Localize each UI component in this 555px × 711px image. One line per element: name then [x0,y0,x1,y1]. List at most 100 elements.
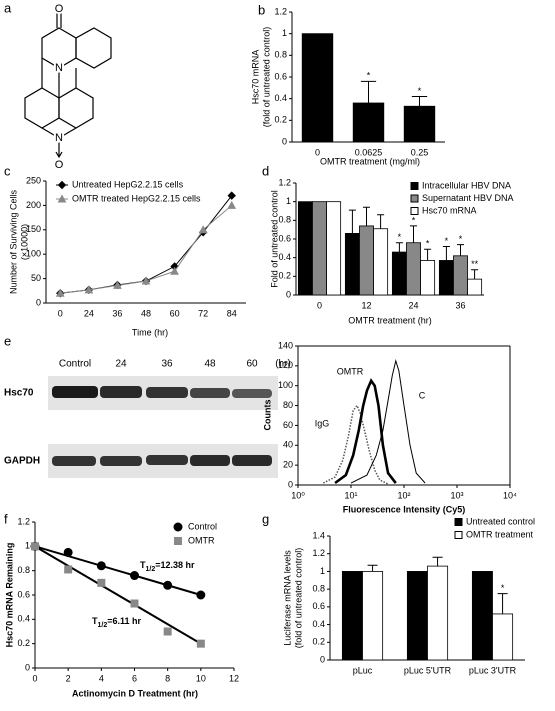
error-bar [432,556,443,567]
legend-label: Control [188,521,217,531]
x-tick-label: 24 [408,300,418,310]
band [100,456,142,466]
band [232,455,272,466]
y-tick-label: 0.4 [17,614,30,624]
band [52,456,96,466]
atom: N [55,62,63,74]
x-axis-title: Time (hr) [132,327,168,337]
significance: * [445,236,449,246]
bar [362,571,384,661]
x-tick-label: 10¹ [344,490,357,500]
marker [96,561,106,571]
y-axis-title: Number of Surviving Cells [8,189,18,294]
y-tick-label: 1.2 [312,548,325,558]
marker [163,580,173,590]
x-tick-label: 0.25 [411,147,429,157]
x-tick-label: 12 [229,673,239,683]
annotation: T1/2=12.38 hr [140,560,195,572]
x-tick-label: 10² [397,490,410,500]
y-tick-label: 0 [282,136,287,146]
y-tick-label: 60 [283,420,293,430]
annotation-part: =6.11 hr [107,616,141,626]
marker [55,288,65,297]
significance: * [367,71,371,81]
curve-label: C [419,390,426,400]
marker [173,522,183,532]
significance: * [398,232,402,242]
x-axis-title: Actinomycin D Treatment (hr) [72,688,198,698]
error-bar [360,80,377,103]
significance: ** [471,259,479,269]
legend-label: Hsc70 mRNA [422,205,477,215]
structure [24,12,112,159]
bar [373,228,389,296]
marker [64,565,73,574]
x-tick-label: 4 [99,673,104,683]
marker [113,280,122,289]
error-bar [362,206,371,226]
y-tick-label: 0.2 [278,271,291,281]
lane-unit: (hr) [275,359,291,370]
bar [297,201,313,296]
bond [58,127,77,139]
error-bar [348,209,356,234]
y-axis-title: Luciferase mRNA levels [282,550,292,646]
x-tick-label: pLuc 5'UTR [404,665,452,675]
marker [170,266,179,275]
x-tick-label: 48 [141,308,151,318]
x-tick-label: 8 [165,673,170,683]
annotation-part: 1/2 [146,566,156,573]
y-tick-label: 200 [26,200,41,210]
y-tick-label: 140 [278,340,293,350]
annotation-part: 1/2 [98,622,108,629]
ring [58,87,94,129]
bar [391,251,407,296]
legend-label: Untreated control [466,516,535,526]
marker [196,639,205,648]
y-tick-label: 0.2 [274,115,287,125]
marker [163,627,172,636]
y-tick-label: 100 [278,380,293,390]
y-tick-label: 50 [31,273,41,283]
x-tick-label: 0 [32,673,37,683]
marker [97,578,106,587]
x-axis-title: Fluorescence Intensity (Cy5) [343,504,466,514]
marker [130,599,139,608]
y-tick-label: 40 [283,440,293,450]
atom: O [55,159,64,171]
bar [344,232,360,296]
band [190,455,230,466]
annotation-part: =12.38 hr [155,560,195,570]
y-tick-label: 0 [288,479,293,489]
error-bar [367,564,378,572]
y-tick-label: 0.6 [17,589,30,599]
y-axis-title: (fold of untreated control) [261,27,271,128]
significance: * [459,234,463,244]
x-tick-label: 10³ [450,490,463,500]
lane-label: 60 [246,359,258,370]
x-tick-label: 0.0625 [355,147,383,157]
panel-label: g [262,511,269,526]
curve-label: OMTR [337,366,364,376]
bar [406,571,428,661]
legend-label: Intracellular HBV DNA [422,180,511,190]
error-bar [497,593,508,614]
marker [174,537,182,545]
legend-label: Untreated HepG2.2.15 cells [72,179,184,189]
atom: O [55,3,64,15]
marker [198,225,208,234]
annotation-part: T [140,560,146,570]
error-bar [424,248,432,261]
arrow-head [55,151,63,159]
error-bar [411,96,428,107]
y-tick-label: 0.4 [274,93,287,103]
error-bar [442,245,450,261]
y-tick-label: 1 [25,541,30,551]
y-tick-label: 0.2 [17,638,30,648]
x-tick-label: 10⁰ [291,490,305,500]
error-bar [409,225,418,243]
panel-label: d [262,163,269,178]
marker [57,194,67,203]
y-tick-label: 0.2 [312,637,325,647]
